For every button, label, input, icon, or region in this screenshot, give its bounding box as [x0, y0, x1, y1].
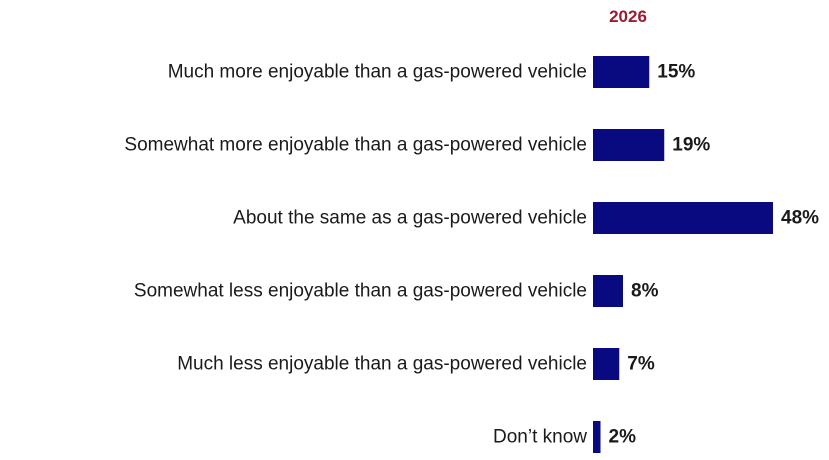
chart-row: Much more enjoyable than a gas-powered v…: [168, 56, 696, 88]
chart-rows: Much more enjoyable than a gas-powered v…: [124, 56, 819, 453]
value-label: 8%: [631, 281, 659, 302]
category-label: Don’t know: [493, 427, 587, 448]
category-label: Much more enjoyable than a gas-powered v…: [168, 62, 587, 83]
bar: [593, 202, 773, 234]
chart-row: Somewhat more enjoyable than a gas-power…: [124, 129, 710, 161]
bar: [593, 129, 664, 161]
chart-row: About the same as a gas-powered vehicle 4…: [233, 202, 819, 234]
category-label: Somewhat less enjoyable than a gas-power…: [134, 281, 587, 302]
category-label: Somewhat more enjoyable than a gas-power…: [124, 135, 587, 156]
value-label: 7%: [627, 354, 655, 375]
value-label: 15%: [657, 62, 695, 83]
bar: [593, 56, 649, 88]
value-label: 2%: [609, 427, 637, 448]
bar: [593, 348, 619, 380]
value-label: 19%: [672, 135, 710, 156]
chart-row: Somewhat less enjoyable than a gas-power…: [134, 275, 659, 307]
value-label: 48%: [781, 208, 819, 229]
bar: [593, 421, 601, 453]
chart-row: Don’t know 2%: [493, 421, 636, 453]
chart-row: Much less enjoyable than a gas-powered v…: [177, 348, 655, 380]
category-label: About the same as a gas-powered vehicle: [233, 208, 587, 229]
series-header-label: 2026: [609, 7, 647, 26]
category-label: Much less enjoyable than a gas-powered v…: [177, 354, 587, 375]
bar: [593, 275, 623, 307]
